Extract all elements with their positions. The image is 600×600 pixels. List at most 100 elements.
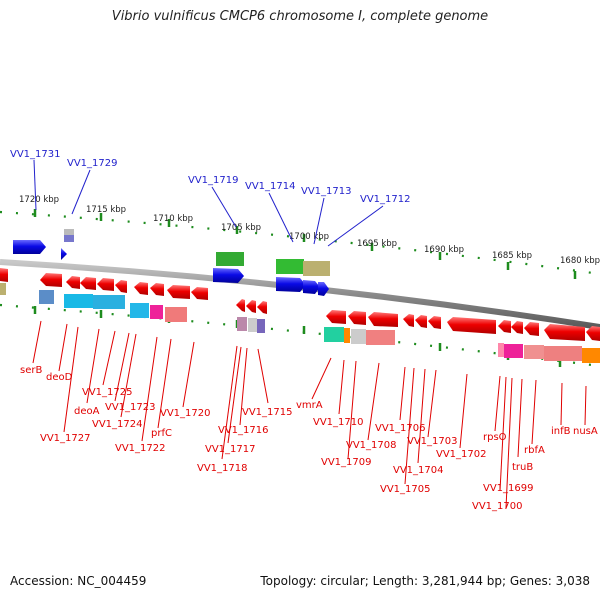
leader-line (63, 326, 79, 433)
leader-line (257, 348, 269, 404)
gene-label: VV1_1719 (188, 175, 239, 186)
gene-label: VV1_1699 (483, 483, 534, 494)
gene-label: VV1_1717 (205, 444, 256, 455)
gene-block (257, 319, 265, 333)
gene-block (582, 348, 600, 363)
scale-label: 1690 kbp (424, 245, 464, 255)
leader-line (494, 375, 501, 432)
gene-label: rpsO (483, 432, 507, 443)
gene-arrow-forward (213, 268, 244, 283)
leader-line (338, 359, 345, 415)
leader-line (531, 379, 537, 445)
gene-block (130, 303, 149, 318)
gene-label: nusA (573, 426, 598, 437)
gene-label: VV1_1705 (380, 484, 431, 495)
leader-line (367, 362, 380, 441)
gene-label: VV1_1727 (40, 433, 91, 444)
gene-label: VV1_1706 (375, 423, 426, 434)
gene-arrow-reverse (97, 278, 114, 291)
leader-line (459, 373, 468, 449)
leader-line (427, 369, 437, 438)
gene-arrow-reverse (498, 320, 511, 333)
reverse-strand-genes (0, 268, 600, 341)
gene-arrow-reverse (415, 315, 427, 328)
gene-block (544, 346, 582, 361)
gene-arrow-reverse (544, 324, 585, 341)
gene-label: VV1_1723 (105, 402, 156, 413)
scale-label: 1715 kbp (86, 205, 126, 215)
gene-block (524, 345, 544, 359)
leader-line (33, 159, 37, 211)
gene-label: VV1_1729 (67, 158, 118, 169)
bottom-gene-labels: serB deoD deoA VV1_1727 VV1_1725 VV1_172… (20, 365, 598, 512)
gene-label: VV1_1700 (472, 501, 523, 512)
leader-line (517, 378, 523, 458)
leader-line (120, 333, 137, 418)
gene-label: vmrA (296, 400, 323, 411)
leader-line (227, 346, 242, 444)
leader-line (182, 341, 195, 408)
gene-arrow-reverse (191, 287, 208, 300)
gene-block (150, 305, 163, 319)
gene-label: VV1_1708 (346, 440, 397, 451)
gene-label: VV1_1712 (360, 194, 411, 205)
gene-block (498, 343, 504, 357)
gene-block (64, 229, 74, 235)
gene-arrow-reverse (150, 283, 164, 296)
gene-arrow-reverse (115, 280, 127, 293)
leader-line (239, 347, 248, 426)
leader-line (404, 367, 415, 485)
leader-line (268, 192, 294, 243)
gene-arrow-forward (13, 240, 46, 254)
leader-line (211, 186, 237, 228)
gene-block (248, 318, 257, 332)
gene-label: VV1_1715 (242, 407, 293, 418)
leader-line (221, 345, 238, 460)
gene-arrow-reverse (447, 317, 496, 334)
leader-line (32, 320, 42, 364)
leader-line (399, 366, 406, 421)
forward-strand-genes (13, 240, 329, 296)
gene-arrow-reverse (326, 310, 346, 324)
leader-line (560, 382, 563, 426)
gene-arrow-reverse (40, 273, 62, 287)
scale-label: 1695 kbp (357, 239, 397, 249)
gene-label: VV1_1702 (436, 449, 487, 460)
gene-label: VV1_1724 (92, 419, 143, 430)
gene-block (366, 330, 395, 345)
gene-label: VV1_1731 (10, 149, 61, 160)
gene-block (64, 294, 93, 308)
gene-block (351, 329, 366, 344)
gene-arrow-reverse (236, 299, 245, 312)
gene-arrow-reverse (348, 311, 366, 325)
gene-label: VV1_1710 (313, 417, 364, 428)
reverse-strand-blocks (39, 290, 600, 363)
scale-label: 1720 kbp (19, 195, 59, 205)
leader-line (102, 330, 116, 386)
gene-arrow-reverse (511, 321, 523, 334)
gene-arrow-reverse (0, 268, 8, 282)
gene-label: VV1_1709 (321, 457, 372, 468)
gene-block (0, 283, 6, 295)
accession-text: Accession: NC_004459 (10, 574, 147, 588)
leader-line (311, 357, 332, 400)
gene-block (276, 259, 304, 274)
gene-label: VV1_1722 (115, 443, 166, 454)
leader-line (71, 169, 91, 215)
gene-label: deoD (46, 372, 73, 383)
gene-label: VV1_1713 (301, 186, 352, 197)
gene-label: VV1_1704 (393, 465, 444, 476)
leader-line (58, 323, 68, 372)
gene-label: VV1_1720 (160, 408, 211, 419)
gene-label: VV1_1718 (197, 463, 248, 474)
scale-label: 1700 kbp (289, 232, 329, 242)
page-title: Vibrio vulnificus CMCP6 chromosome I, co… (111, 9, 489, 24)
leader-line (584, 385, 587, 426)
leader-line (417, 368, 426, 464)
gene-block (344, 328, 350, 343)
leader-line (505, 377, 513, 509)
gene-arrow-reverse (134, 282, 148, 295)
gene-label: VV1_1725 (82, 387, 133, 398)
scale-label: 1680 kbp (560, 256, 600, 266)
